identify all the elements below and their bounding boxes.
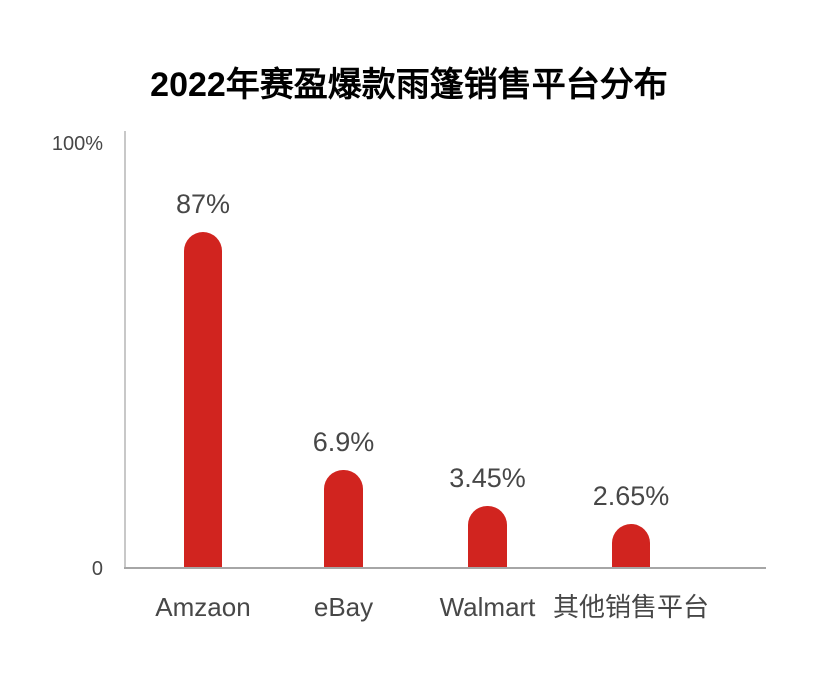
bar-amzaon <box>184 232 222 567</box>
category-label-ebay: eBay <box>313 592 374 622</box>
value-label-walmart: 3.45% <box>449 463 526 493</box>
bar-ebay <box>324 470 363 567</box>
bar-other-platforms <box>612 524 650 567</box>
value-label-amzaon: 87% <box>175 189 231 219</box>
category-label-amzaon: Amzaon <box>155 592 251 622</box>
value-label-other-platforms: 2.65% <box>592 481 670 511</box>
category-label-walmart: Walmart <box>439 592 536 622</box>
y-tick-label-100: 100% <box>51 133 103 155</box>
x-axis-line <box>124 567 766 569</box>
chart-title: 2022年赛盈爆款雨篷销售平台分布 <box>150 66 668 104</box>
y-axis-line <box>124 131 126 569</box>
bar-walmart <box>468 506 507 567</box>
value-label-ebay: 6.9% <box>312 427 375 457</box>
category-label-other-platforms: 其他销售平台 <box>552 592 710 622</box>
y-tick-label-0: 0 <box>91 558 103 580</box>
